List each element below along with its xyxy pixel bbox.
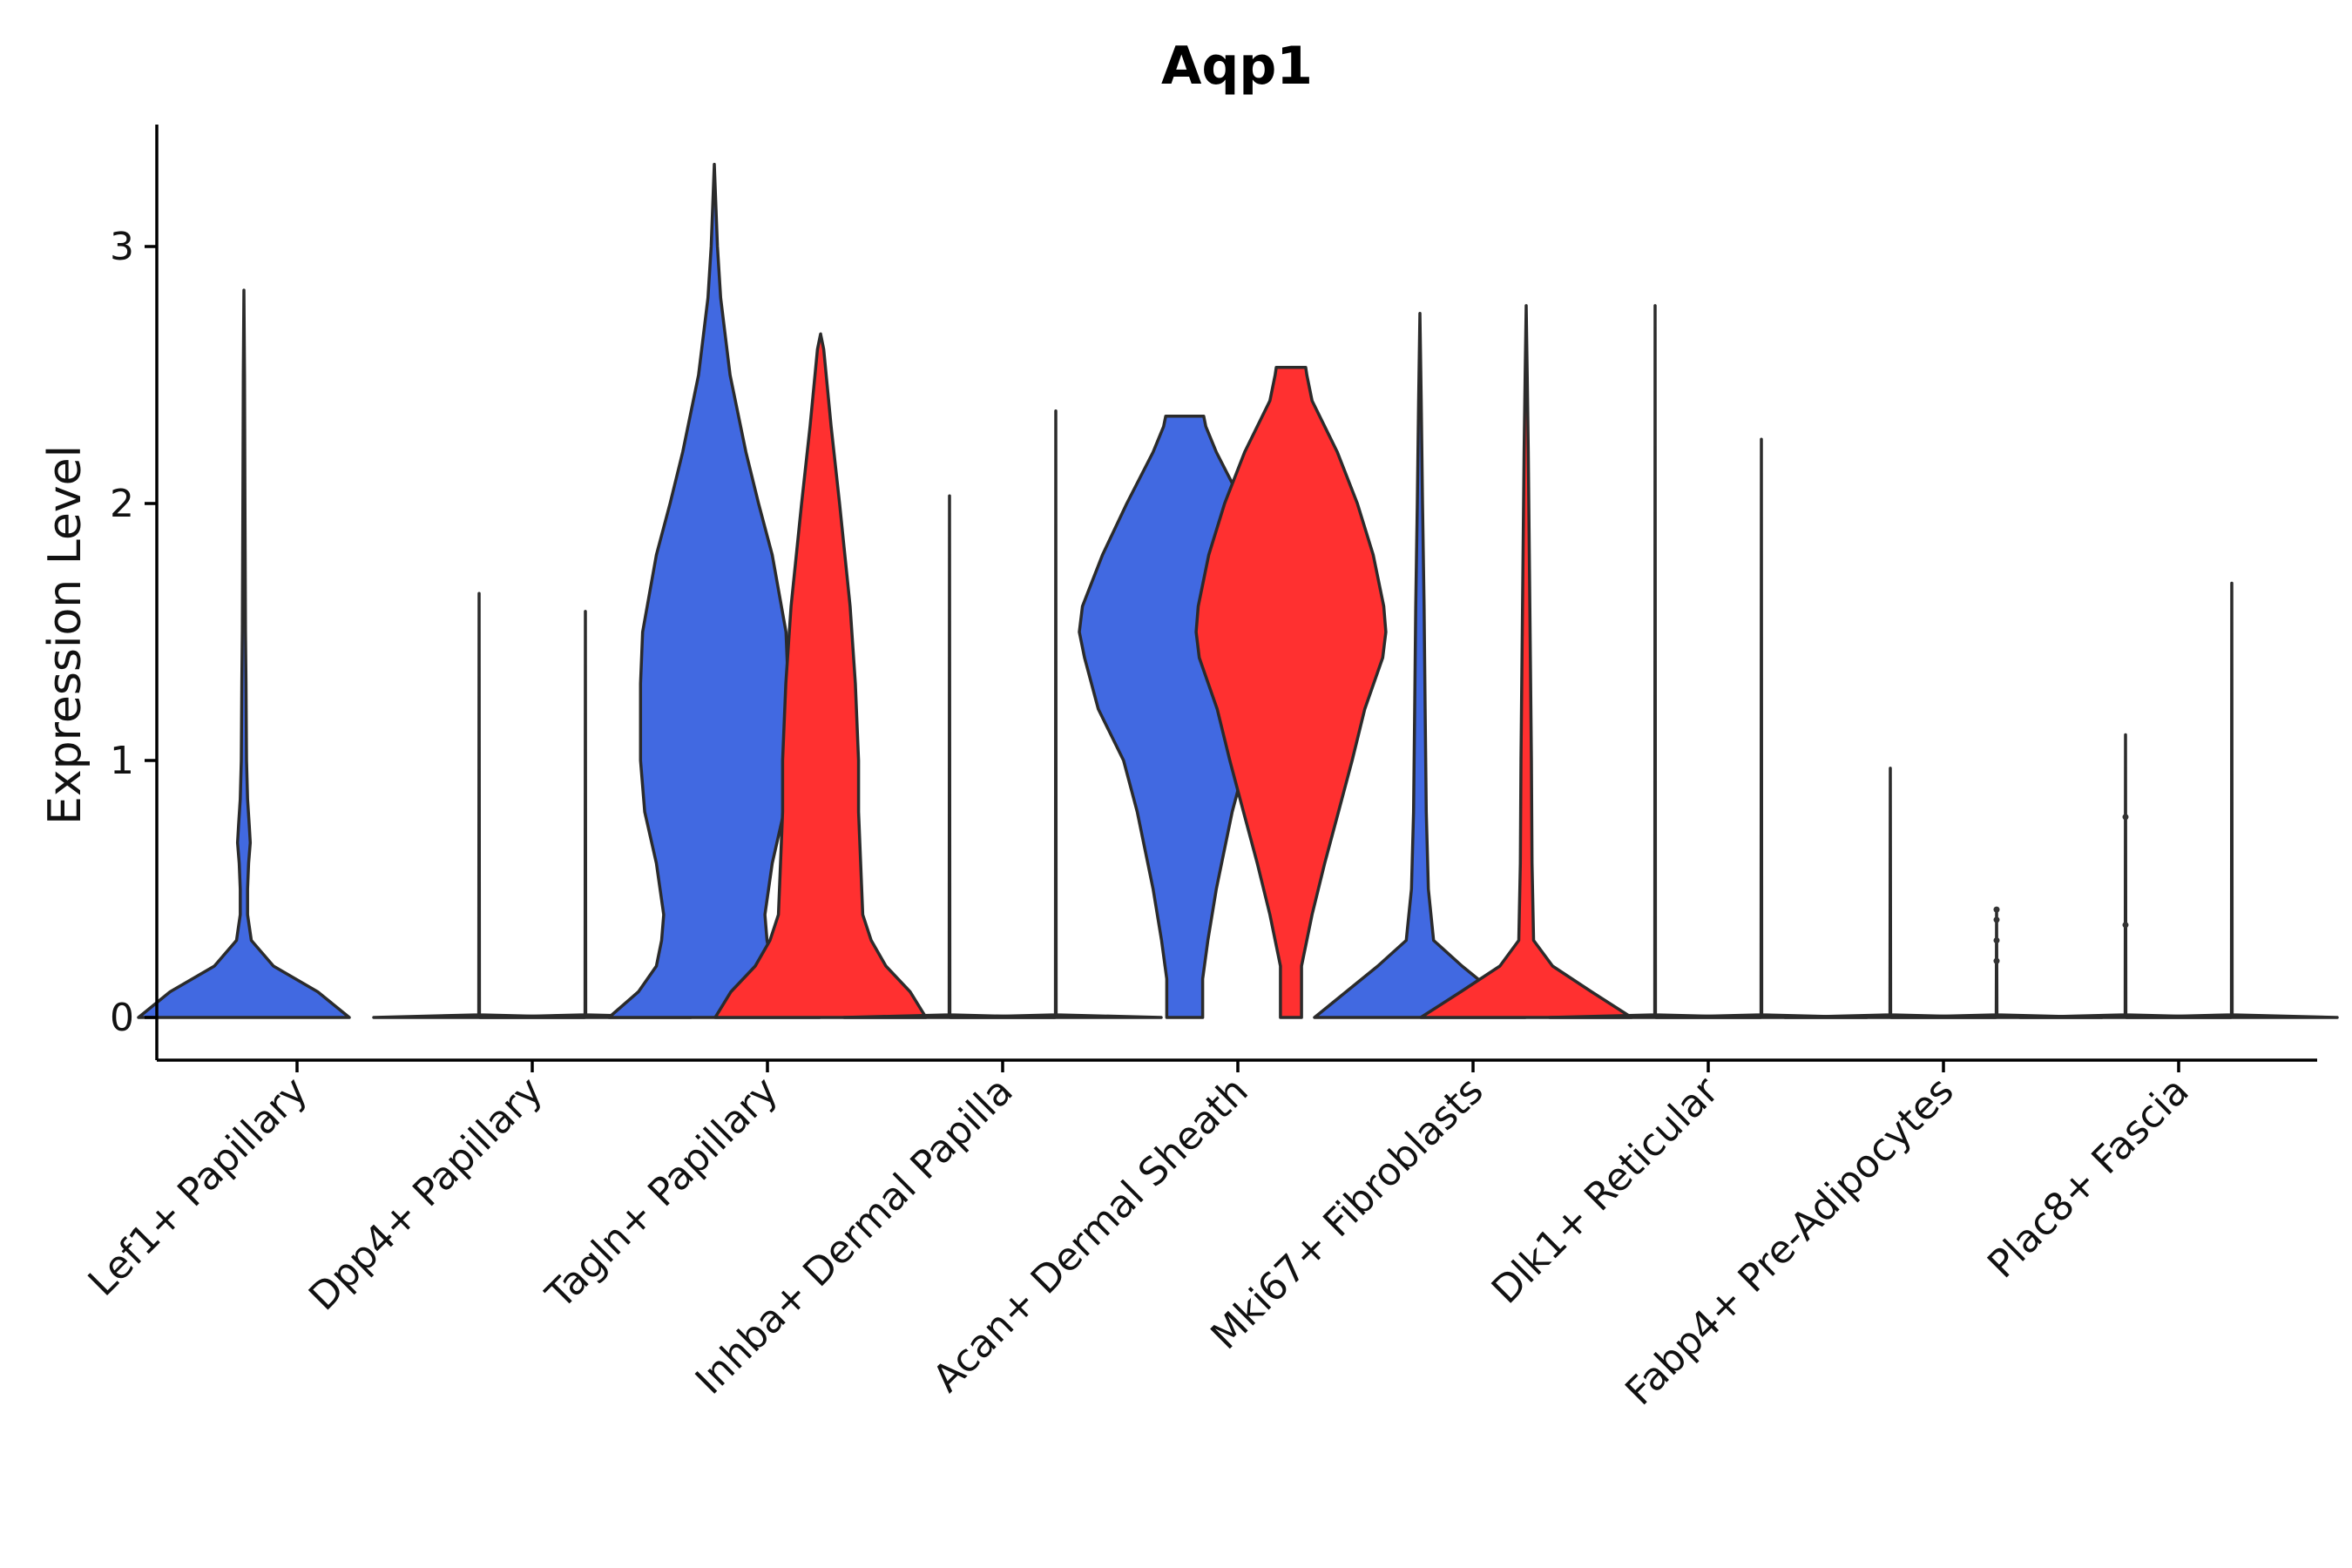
violin-red (478, 610, 693, 1019)
x-tick-label: Plac8+ Fascia (1979, 1069, 2198, 1288)
violin-red (1419, 304, 1633, 1019)
y-tick-label: 1 (110, 739, 134, 783)
y-axis: 0 1 2 3 (110, 125, 159, 1060)
violin-red (1194, 365, 1388, 1019)
violin-red (949, 409, 1163, 1019)
violin-blue (1313, 311, 1527, 1019)
violin-blue (1783, 767, 1997, 1019)
violin-blue (2018, 733, 2233, 1019)
data-point (2122, 814, 2129, 821)
violin-blue (842, 494, 1057, 1019)
y-tick-label: 2 (110, 482, 134, 526)
data-point (1993, 916, 2000, 923)
chart-title: Aqp1 (1161, 36, 1313, 97)
x-tick-label: Lef1+ Papillary (80, 1069, 316, 1305)
violin-red (713, 332, 928, 1019)
violin-red (2125, 581, 2339, 1019)
data-point (1993, 957, 2000, 964)
data-point (1993, 906, 2000, 913)
violin-blue (607, 162, 821, 1019)
violin-blue (372, 591, 586, 1019)
data-point (1993, 937, 2000, 943)
y-axis-title: Expression Level (39, 445, 91, 825)
data-point (2122, 922, 2129, 929)
y-tick-label: 3 (110, 225, 134, 269)
violin-red (1654, 437, 1869, 1019)
violin-blue (1548, 304, 1762, 1019)
x-tick-label: Tagln+ Papillary (537, 1069, 787, 1318)
x-tick-label: Dpp4+ Papillary (301, 1069, 551, 1320)
x-tick-label: Dlk1+ Reticular (1484, 1068, 1728, 1313)
plot-area (137, 162, 2339, 1019)
y-tick-label: 0 (110, 996, 134, 1040)
violin-blue (137, 288, 351, 1019)
x-tick-label: Mki67+ Fibroblasts (1202, 1069, 1491, 1358)
